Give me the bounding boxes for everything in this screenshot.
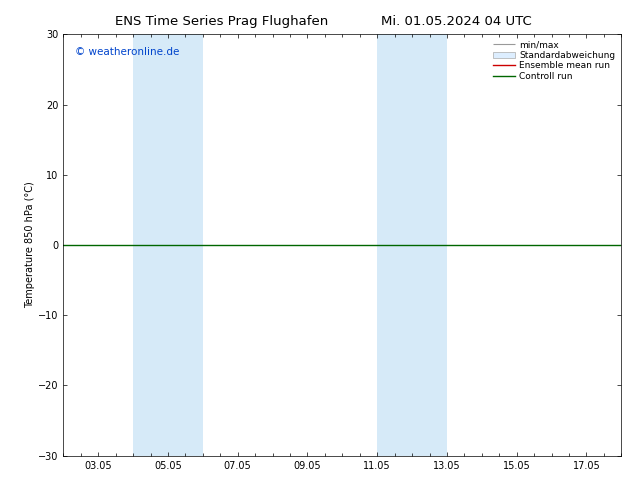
- Bar: [377, 34, 447, 456]
- Text: ENS Time Series Prag Flughafen: ENS Time Series Prag Flughafen: [115, 15, 328, 28]
- Text: © weatheronline.de: © weatheronline.de: [75, 47, 179, 57]
- Y-axis label: Temperature 850 hPa (°C): Temperature 850 hPa (°C): [25, 182, 36, 308]
- Text: Mi. 01.05.2024 04 UTC: Mi. 01.05.2024 04 UTC: [381, 15, 532, 28]
- Bar: [133, 34, 203, 456]
- Legend: min/max, Standardabweichung, Ensemble mean run, Controll run: min/max, Standardabweichung, Ensemble me…: [491, 39, 617, 82]
